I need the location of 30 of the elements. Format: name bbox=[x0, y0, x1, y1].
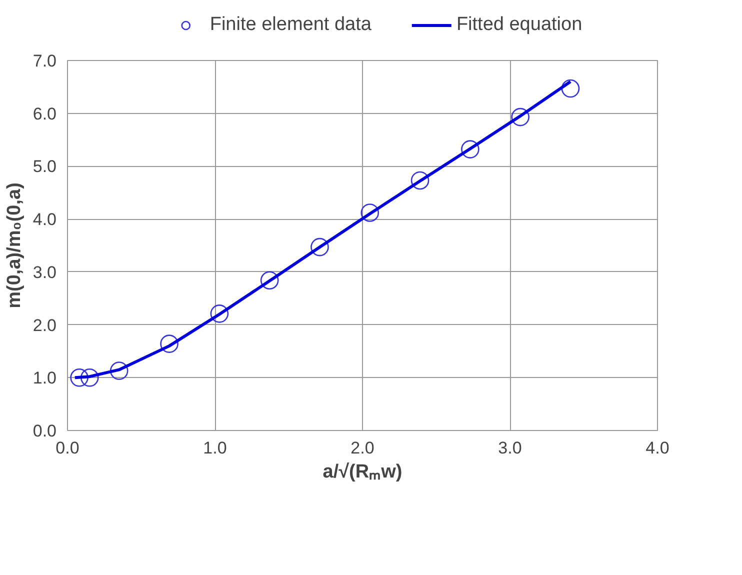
point bbox=[310, 238, 329, 256]
point bbox=[410, 171, 430, 190]
x-tick-label: 2.0 bbox=[350, 438, 374, 458]
y-tick-label: 1.0 bbox=[32, 368, 57, 388]
y-tick-label: 4.0 bbox=[32, 210, 57, 230]
point bbox=[80, 368, 99, 387]
x-tick-label: 4.0 bbox=[646, 438, 670, 458]
point bbox=[561, 79, 580, 98]
legend-label: Fitted equation bbox=[456, 14, 582, 36]
point bbox=[70, 368, 88, 387]
point bbox=[461, 140, 480, 158]
y-tick-label: 5.0 bbox=[32, 157, 57, 176]
point bbox=[511, 108, 530, 126]
y-tick-label: 7.0 bbox=[32, 52, 57, 70]
x-tick-label: 1.0 bbox=[203, 438, 227, 458]
point bbox=[160, 334, 178, 353]
x-axis-title: a/√(Rₘw) bbox=[322, 462, 402, 482]
point bbox=[210, 304, 229, 323]
y-tick-label: 0.0 bbox=[32, 422, 57, 440]
line-series bbox=[73, 80, 572, 380]
y-tick-label: 2.0 bbox=[32, 316, 57, 335]
y-tick-label: 6.0 bbox=[32, 104, 57, 124]
point bbox=[360, 204, 380, 222]
x-tick-label: 0.0 bbox=[56, 438, 80, 458]
y-tick-label: 3.0 bbox=[32, 262, 57, 282]
point bbox=[260, 271, 279, 290]
legend-label: Finite element data bbox=[210, 14, 372, 36]
point bbox=[110, 362, 128, 380]
y-axis-title: m(0,a)/m₀(0,a) bbox=[4, 182, 25, 308]
x-tick-label: 3.0 bbox=[498, 438, 522, 458]
